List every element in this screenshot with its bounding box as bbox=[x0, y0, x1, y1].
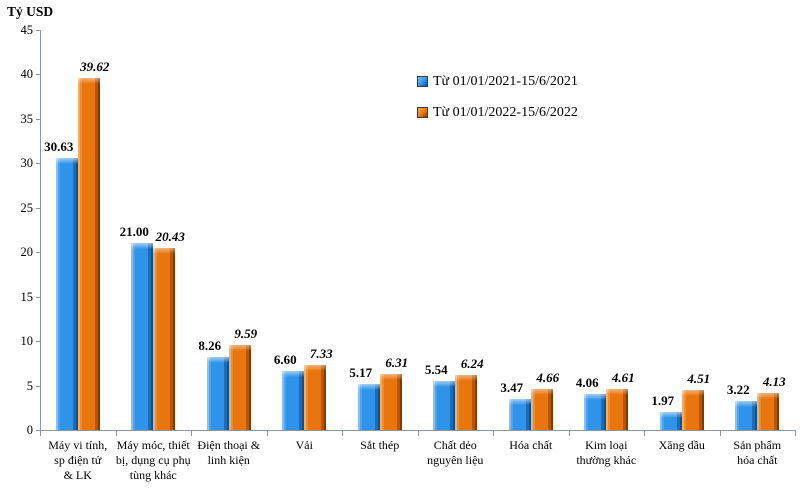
x-axis-category-label: Hóa chất bbox=[509, 438, 553, 452]
bar-2021 bbox=[282, 371, 305, 430]
legend-label-2022: Từ 01/01/2022-15/6/2022 bbox=[433, 104, 578, 120]
x-axis-tick bbox=[417, 431, 419, 436]
bar-value-label: 6.60 bbox=[273, 352, 297, 368]
bar-2022 bbox=[153, 248, 176, 430]
x-axis-category-label: Điện thoại & linh kiện bbox=[197, 438, 261, 467]
y-axis-tick bbox=[36, 163, 40, 165]
bar-value-label: 39.62 bbox=[80, 58, 110, 74]
bar-value-label: 4.51 bbox=[687, 370, 711, 386]
x-axis-tick bbox=[342, 431, 343, 436]
y-axis-tick-label: 15 bbox=[20, 289, 34, 304]
y-axis-tick bbox=[36, 385, 40, 387]
y-axis-tick-label: 10 bbox=[20, 334, 34, 349]
bar-2022 bbox=[304, 364, 327, 430]
x-axis-category-label: Kim loại thường khác bbox=[576, 438, 637, 467]
bar-2022 bbox=[455, 374, 478, 430]
bar-2021 bbox=[131, 243, 154, 430]
x-axis-category-label: Vải bbox=[295, 438, 313, 452]
y-axis-line bbox=[40, 30, 41, 430]
bar-value-label: 5.54 bbox=[424, 361, 448, 377]
bar-value-label: 8.26 bbox=[198, 337, 222, 353]
bar-2022 bbox=[757, 393, 780, 430]
x-axis-tick bbox=[719, 431, 721, 436]
bar-value-label: 30.63 bbox=[44, 138, 74, 154]
y-axis-tick-label: 5 bbox=[26, 378, 33, 393]
x-axis-category-label: Sản phẩm hóa chất bbox=[733, 438, 782, 467]
bar-value-label: 4.61 bbox=[611, 370, 635, 386]
x-axis-line bbox=[40, 430, 796, 431]
x-axis-tick bbox=[266, 431, 268, 436]
x-axis-category-label: Xăng dầu bbox=[658, 438, 705, 452]
x-axis-tick bbox=[115, 431, 117, 436]
bar-2021 bbox=[206, 356, 229, 430]
bar-value-label: 5.17 bbox=[349, 365, 373, 381]
y-axis-tick bbox=[36, 296, 40, 298]
legend-swatch-2022-icon bbox=[417, 107, 428, 118]
y-axis-title: Tỷ USD bbox=[7, 4, 54, 19]
y-axis-tick bbox=[36, 118, 40, 120]
legend: Từ 01/01/2021-15/6/2021 Từ 01/01/2022-15… bbox=[417, 71, 578, 133]
y-axis-tick bbox=[36, 30, 40, 31]
bar-2022 bbox=[228, 344, 251, 430]
bar-value-label: 3.22 bbox=[726, 382, 750, 398]
x-axis-category-label: Sắt thép bbox=[360, 438, 400, 452]
bar-value-label: 6.31 bbox=[385, 354, 409, 370]
bar-value-label: 7.33 bbox=[309, 345, 333, 361]
bar-2021 bbox=[659, 412, 682, 430]
y-axis-tick-label: 0 bbox=[26, 423, 33, 437]
bar-2022 bbox=[606, 389, 629, 430]
y-axis-tick-label: 20 bbox=[20, 245, 34, 260]
x-axis-tick bbox=[568, 431, 570, 436]
x-axis-tick bbox=[493, 431, 494, 436]
x-axis-category-label: Chất dẻo nguyên liệu bbox=[427, 438, 484, 467]
bar-value-label: 21.00 bbox=[119, 224, 149, 240]
x-axis-category-label: Máy vi tính, sp điện tử & LK bbox=[48, 438, 108, 482]
bar-value-label: 6.24 bbox=[460, 355, 484, 371]
y-axis-tick-label: 25 bbox=[20, 200, 34, 215]
bar-2022 bbox=[681, 389, 704, 430]
legend-item-2021: Từ 01/01/2021-15/6/2021 bbox=[417, 71, 578, 92]
bar-2021 bbox=[55, 157, 78, 430]
bar-value-label: 4.06 bbox=[575, 374, 599, 390]
bar-2021 bbox=[735, 401, 758, 430]
x-axis-tick bbox=[40, 431, 41, 436]
legend-swatch-2021-icon bbox=[417, 76, 428, 87]
y-axis-tick-label: 30 bbox=[20, 156, 34, 171]
bar-value-label: 20.43 bbox=[155, 229, 185, 245]
y-axis-tick bbox=[36, 252, 40, 254]
y-axis-tick bbox=[36, 207, 40, 209]
y-axis-tick bbox=[36, 74, 40, 76]
x-axis-tick bbox=[644, 431, 645, 436]
bar-value-label: 3.47 bbox=[500, 380, 524, 396]
x-axis-category-label: Máy móc, thiết bị, dụng cụ phụ tùng khác bbox=[115, 438, 191, 482]
y-axis-tick bbox=[36, 430, 40, 431]
bar-value-label: 4.13 bbox=[762, 374, 786, 390]
y-axis-tick-label: 45 bbox=[20, 23, 34, 37]
bar-2022 bbox=[379, 373, 402, 430]
bar-value-label: 9.59 bbox=[234, 325, 258, 341]
bar-2021 bbox=[508, 399, 531, 430]
bar-2021 bbox=[584, 393, 607, 430]
y-axis-tick bbox=[36, 341, 40, 343]
y-axis-tick-label: 35 bbox=[20, 111, 34, 126]
bar-2021 bbox=[433, 380, 456, 430]
legend-label-2021: Từ 01/01/2021-15/6/2021 bbox=[433, 73, 578, 89]
x-axis-tick bbox=[795, 431, 796, 436]
legend-item-2022: Từ 01/01/2022-15/6/2022 bbox=[417, 102, 578, 123]
y-axis-tick-label: 40 bbox=[20, 67, 34, 82]
bar-2022 bbox=[530, 388, 553, 430]
bar-2022 bbox=[77, 77, 100, 430]
bar-value-label: 1.97 bbox=[651, 393, 675, 409]
bar-2021 bbox=[357, 384, 380, 430]
bar-value-label: 4.66 bbox=[536, 369, 560, 385]
x-axis-tick bbox=[191, 431, 192, 436]
